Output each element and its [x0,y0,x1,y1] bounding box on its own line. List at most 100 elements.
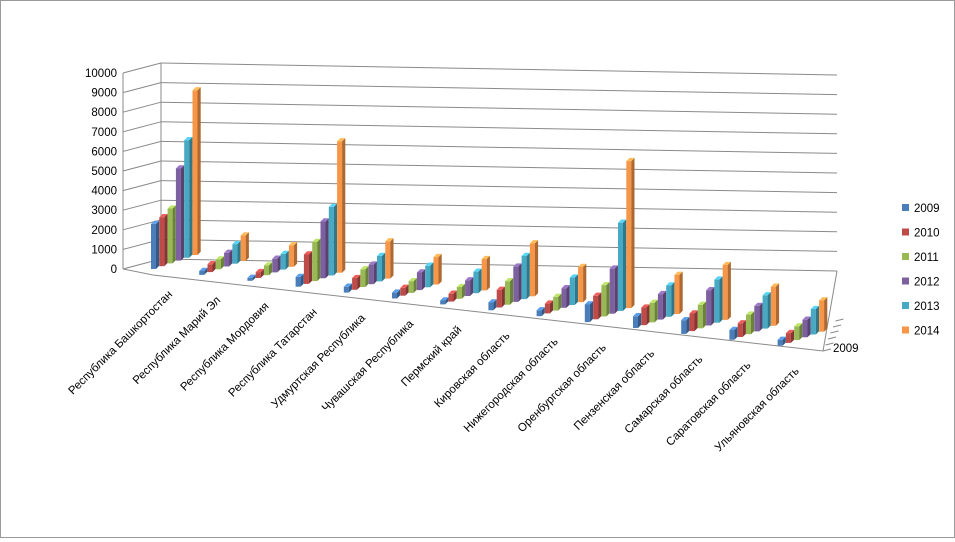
gridline [160,101,838,115]
bar [425,262,434,288]
gridline-left-wall [122,62,162,74]
legend-swatch [902,326,909,334]
legend-item: 2010 [902,228,940,240]
y-tick-label: 3000 [91,205,117,217]
bar [247,274,256,281]
bar [754,302,763,332]
bar [392,289,401,299]
bar [729,326,738,340]
bar [584,301,593,323]
bar [722,261,731,320]
bar [368,261,377,285]
bar [303,251,313,284]
bar [167,205,176,264]
floor-outline [122,268,838,352]
bar [352,274,361,290]
depth-tick [835,318,844,322]
bar [553,293,562,311]
bar [192,87,201,255]
chart-walls [122,62,844,352]
bar [232,240,241,264]
category-label: Оренбургская область [516,342,609,435]
bar [561,285,570,308]
legend-label: 2013 [914,301,940,313]
category-label: Чувашская Республика [320,318,417,415]
bar [448,290,457,302]
legend-swatch [902,204,909,211]
chart-bars [151,87,828,346]
bar [456,283,465,299]
bar [408,277,417,293]
bar [215,256,224,270]
legend-item: 2009 [902,203,940,215]
bar [400,284,409,296]
bar [657,290,667,320]
bar [312,238,321,282]
gridline-left-wall [122,180,162,192]
legend-item: 2014 [902,326,940,338]
category-label: Республика Татарстан [227,306,320,399]
bar [377,252,386,282]
bar [175,165,185,261]
gridline-left-wall [122,140,162,152]
gridline-left-wall [122,82,162,94]
bar [609,265,618,314]
gridline [160,82,838,96]
legend-label: 2014 [914,326,940,338]
gridline [160,199,838,213]
bar [802,316,811,338]
bar [264,262,273,276]
bar [762,292,771,329]
y-tick-label: 2000 [91,225,117,237]
gridline-left-wall [122,121,162,133]
bar [794,323,803,341]
category-label: Республика Марий Эл [131,295,223,387]
y-tick-label: 1000 [91,244,117,256]
gridline [160,180,838,194]
bar [385,238,394,279]
bar [697,301,706,329]
bar [272,255,281,273]
legend-swatch [902,228,909,236]
legend: 2009 2010 2011 2012 2013 2014 [902,203,940,338]
gridline-left-wall [122,101,162,113]
legend-swatch [902,302,909,309]
bar [746,311,755,335]
category-label: Нижегородская область [462,336,561,435]
gridline [160,121,838,135]
y-tick-label: 8000 [91,107,117,119]
legend-swatch [902,277,909,285]
depth-tick [822,348,832,352]
y-tick-label: 4000 [91,186,117,198]
gridline-left-wall [122,160,162,172]
depth-tick [827,336,837,340]
category-label: Республика Башкортостан [67,289,176,398]
bar [255,268,264,278]
legend-item: 2013 [902,301,940,313]
legend-item: 2012 [902,277,940,289]
bar [578,263,587,303]
bar [159,214,168,267]
bar [337,138,346,273]
legend-label: 2011 [914,252,939,264]
depth-axis-label: 2009 [833,343,859,355]
bar [481,255,490,291]
bar [649,299,658,323]
bar [593,292,602,320]
y-tick-label: 5000 [91,166,117,178]
bar [529,240,539,297]
bar [288,242,298,267]
bar [184,137,193,258]
bar [240,232,249,261]
bar [521,252,530,300]
bar [513,263,522,302]
y-tick-label: 10000 [85,68,117,80]
bar [440,297,449,305]
category-label: Республика Мордовия [178,300,271,393]
bar [328,203,337,276]
bar [618,219,627,311]
depth-tick [830,330,839,334]
bar [295,273,304,287]
bar [207,261,216,273]
